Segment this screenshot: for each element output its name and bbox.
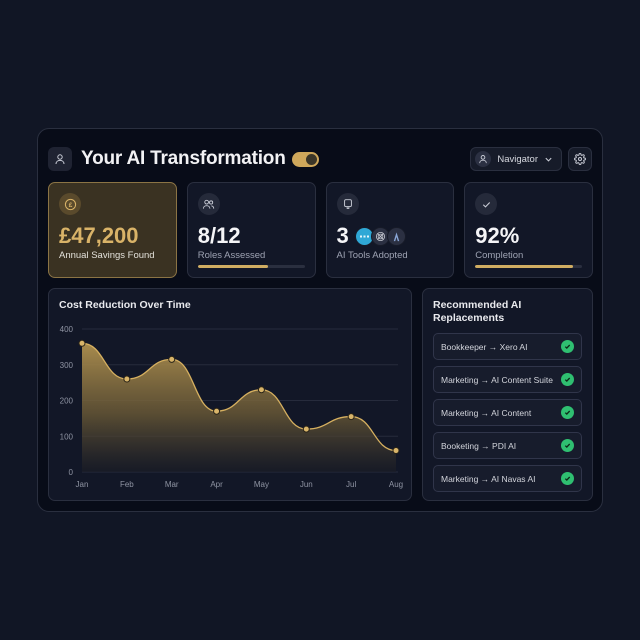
- list-item[interactable]: Bookkeeper → Xero AI: [433, 333, 582, 360]
- y-tick-label: 400: [60, 325, 74, 334]
- data-point[interactable]: [213, 407, 221, 415]
- ai-mode-toggle[interactable]: [291, 151, 319, 167]
- tablet-icon: [336, 193, 359, 215]
- stat-label: Annual Savings Found: [59, 250, 155, 261]
- list-item[interactable]: Marketing → AI Content Suite: [433, 366, 582, 393]
- recommendation-label: Bookkeeper → Xero AI: [441, 341, 528, 352]
- area-chart[interactable]: 0 100 200 300 400 Jan Feb Mar Apr May Jun Jul Aug: [49, 289, 413, 502]
- role-select-label: Navigator: [497, 153, 538, 165]
- list-item[interactable]: Booketing → PDI AI: [433, 432, 582, 459]
- x-tick-label: Jan: [76, 480, 89, 489]
- recommendations-panel: Recommended AI Replacements Bookkeeper →…: [422, 288, 593, 501]
- profile-button[interactable]: [48, 147, 72, 171]
- data-point[interactable]: [302, 425, 310, 433]
- stat-card-roles[interactable]: 8/12 Roles Assessed: [186, 182, 316, 278]
- recommendation-label: Marketing → AI Navas AI: [441, 473, 536, 484]
- page-title: Your AI Transformation: [81, 148, 286, 169]
- stat-label: Completion: [475, 250, 524, 261]
- check-circle-icon: [561, 340, 574, 353]
- y-tick-label: 100: [60, 432, 74, 441]
- stat-value: £47,200: [59, 223, 139, 248]
- x-tick-label: Feb: [120, 480, 134, 489]
- gear-icon: [574, 153, 586, 165]
- list-item[interactable]: Marketing → AI Content: [433, 399, 582, 426]
- chat-tool-icon: [354, 226, 374, 246]
- data-point[interactable]: [168, 355, 176, 363]
- toggle-knob: [305, 153, 317, 165]
- tool-logos: [354, 226, 406, 246]
- stat-label: AI Tools Adopted: [336, 250, 408, 261]
- stat-value: 3: [336, 223, 349, 248]
- list-item[interactable]: Marketing → AI Navas AI: [433, 465, 582, 492]
- data-point[interactable]: [392, 447, 400, 455]
- openai-icon: [370, 226, 390, 246]
- stats-row: £ £47,200 Annual Savings Found 8/12 Role…: [48, 182, 593, 278]
- recommendation-label: Marketing → AI Content Suite: [441, 374, 553, 385]
- x-tick-label: Mar: [165, 480, 179, 489]
- dashboard-window: Your AI Transformation Navigator £ £47,2…: [37, 128, 603, 512]
- check-circle-icon: [561, 406, 574, 419]
- progress-fill: [197, 265, 269, 268]
- stat-card-completion[interactable]: 92% Completion: [464, 182, 593, 278]
- stat-value: 92%: [475, 223, 520, 248]
- user-icon: [475, 151, 492, 167]
- line-series: [81, 342, 397, 452]
- roles-progress-bar: [197, 265, 305, 268]
- area-fill: [82, 343, 396, 472]
- data-point[interactable]: [78, 339, 86, 347]
- check-circle-icon: [561, 373, 574, 386]
- settings-button[interactable]: [568, 147, 592, 171]
- check-icon: [475, 193, 498, 215]
- header: Your AI Transformation Navigator: [48, 146, 592, 172]
- svg-text:£: £: [68, 201, 72, 208]
- y-tick-label: 300: [60, 361, 74, 370]
- stat-value: 8/12: [197, 223, 241, 248]
- x-tick-label: Apr: [210, 480, 223, 489]
- data-point[interactable]: [347, 413, 355, 421]
- x-tick-label: Aug: [389, 480, 403, 489]
- anthropic-icon: [386, 226, 406, 246]
- recommendations-list: Bookkeeper → Xero AI Marketing → AI Cont…: [433, 333, 582, 492]
- cost-reduction-chart: Cost Reduction Over Time 0 100 200 300 400 Ja…: [48, 288, 412, 501]
- chart-title: Cost Reduction Over Time: [59, 299, 191, 311]
- role-select[interactable]: Navigator: [470, 147, 562, 171]
- y-tick-label: 0: [69, 468, 74, 477]
- check-circle-icon: [561, 472, 574, 485]
- user-icon: [55, 154, 65, 165]
- data-point[interactable]: [123, 375, 131, 383]
- stat-value-row: 3: [337, 223, 444, 249]
- stat-card-tools[interactable]: 3 AI Tools Adopted: [325, 182, 455, 278]
- x-tick-label: May: [254, 480, 269, 489]
- pound-coin-icon: £: [59, 193, 81, 215]
- chevron-down-icon: [545, 157, 552, 162]
- stat-card-savings[interactable]: £ £47,200 Annual Savings Found: [48, 182, 177, 278]
- users-icon: [197, 193, 220, 215]
- progress-fill: [475, 265, 574, 268]
- y-tick-label: 200: [60, 397, 74, 406]
- x-tick-label: Jun: [300, 480, 313, 489]
- recommendations-title: Recommended AI Replacements: [433, 299, 522, 324]
- recommendation-label: Marketing → AI Content: [441, 407, 532, 418]
- x-tick-label: Jul: [346, 480, 356, 489]
- check-circle-icon: [561, 439, 574, 452]
- stat-label: Roles Assessed: [197, 250, 266, 261]
- data-point[interactable]: [257, 386, 265, 394]
- recommendation-label: Booketing → PDI AI: [441, 440, 517, 451]
- completion-progress-bar: [475, 265, 582, 268]
